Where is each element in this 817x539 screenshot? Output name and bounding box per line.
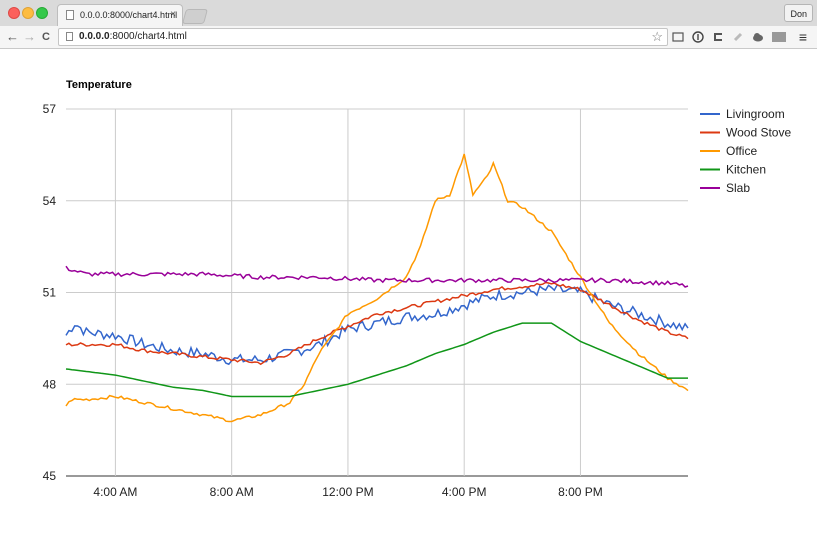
chart-grid [66,108,688,477]
y-tick-label: 51 [43,286,57,300]
cast-icon[interactable] [672,31,684,43]
toolbar: ← → C 0.0.0.0:8000/chart4.html ☆ ≡ [0,26,817,48]
tab-close-icon[interactable]: × [170,9,176,20]
chart-legend: Livingroom Wood Stove Office Kitchen Slab [700,107,791,195]
series-line-office [65,153,689,423]
reload-icon[interactable]: C [42,31,50,43]
legend-label: Wood Stove [726,126,791,140]
back-icon[interactable]: ← [6,29,19,44]
series-line-wood-stove [65,281,689,366]
flux-icon[interactable] [772,31,786,43]
cloud-icon[interactable] [752,31,764,43]
info-icon[interactable] [692,31,704,43]
address-bar[interactable]: 0.0.0.0:8000/chart4.html ☆ [58,28,668,46]
series-line-kitchen [65,322,688,398]
new-tab-button[interactable] [181,9,209,24]
tab-strip: 0.0.0.0:8000/chart4.html × Don [0,0,817,26]
legend-label: Livingroom [726,107,785,121]
x-axis: 4:00 AM 8:00 AM 12:00 PM 4:00 PM 8:00 PM [93,485,602,499]
y-tick-label: 45 [43,469,57,483]
y-axis: 45 48 51 54 57 [43,102,57,483]
close-window-button[interactable] [8,7,20,19]
star-icon[interactable]: ☆ [651,29,663,44]
tab-title: 0.0.0.0:8000/chart4.html [80,10,178,20]
y-tick-label: 57 [43,102,57,116]
legend-label: Kitchen [726,163,766,177]
y-tick-label: 48 [43,377,57,391]
page-icon [66,10,74,20]
profile-button[interactable]: Don [784,4,813,22]
legend-label: Office [726,144,757,158]
y-tick-label: 54 [43,194,57,208]
browser-chrome: 0.0.0.0:8000/chart4.html × Don ← → C 0.0… [0,0,817,49]
x-tick-label: 8:00 AM [210,485,254,499]
zoom-window-button[interactable] [36,7,48,19]
menu-icon[interactable]: ≡ [798,29,808,45]
url-text: 0.0.0.0:8000/chart4.html [79,31,187,42]
forward-icon[interactable]: → [23,29,36,44]
x-tick-label: 4:00 AM [93,485,137,499]
temperature-chart: Temperature 45 48 51 54 57 4:00 AM 8:00 AM 12:… [43,79,792,499]
tab-chart4[interactable]: 0.0.0.0:8000/chart4.html × [57,4,183,26]
chart-series [65,153,689,423]
x-tick-label: 4:00 PM [442,485,487,499]
chart-title: Temperature [66,79,132,91]
minimize-window-button[interactable] [22,7,34,19]
extension-icon[interactable] [732,31,744,43]
series-line-slab [65,265,689,288]
reader-icon[interactable] [712,31,724,43]
legend-label: Slab [726,181,750,195]
x-tick-label: 12:00 PM [322,485,373,499]
page-icon [66,32,73,41]
x-tick-label: 8:00 PM [558,485,603,499]
